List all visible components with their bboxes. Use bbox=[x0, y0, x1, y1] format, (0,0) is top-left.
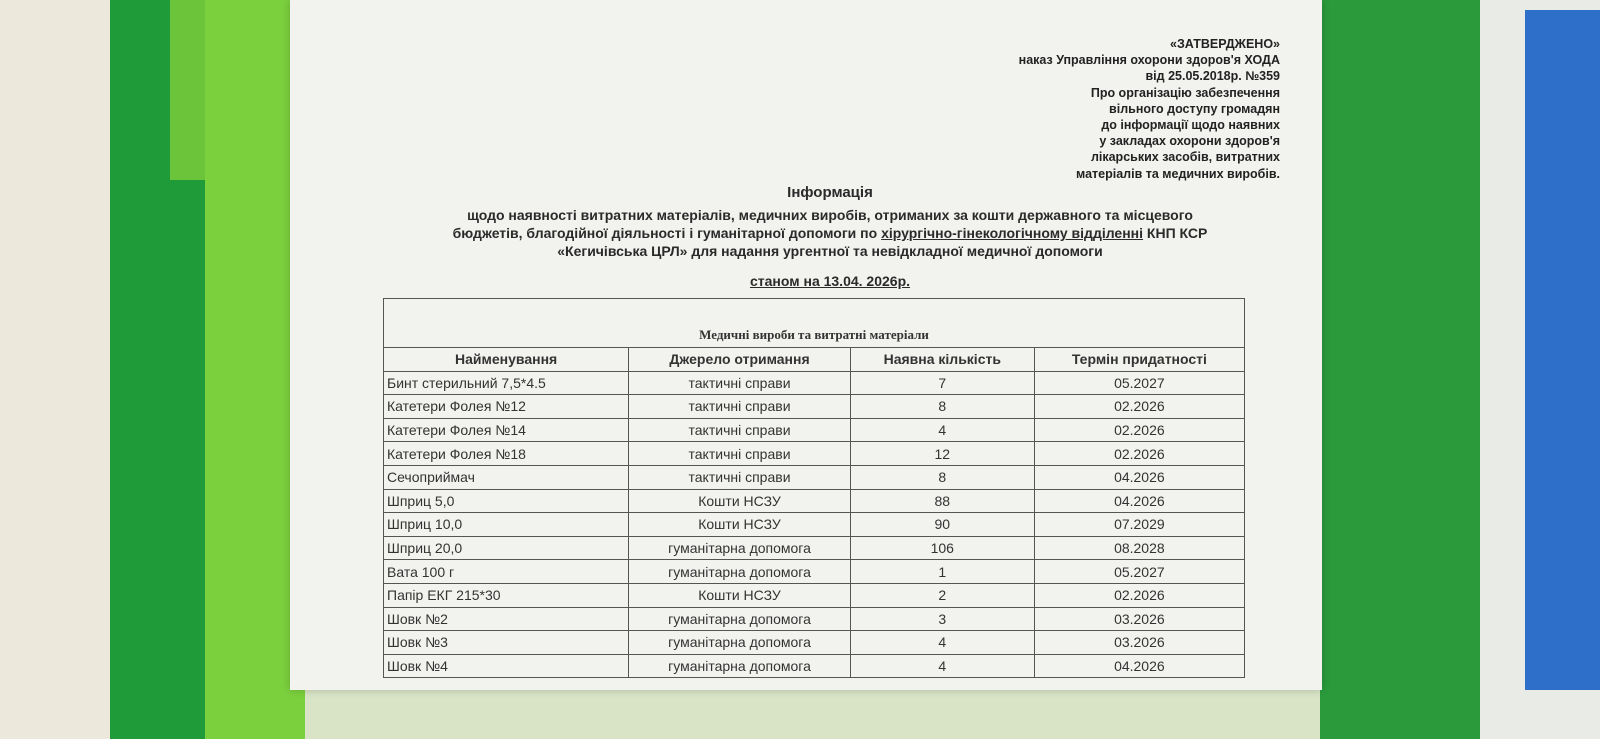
table-title: Медичні вироби та витратні матеріали bbox=[383, 298, 1245, 348]
table-row: Катетери Фолея №14 тактичні справи 4 02.202… bbox=[382, 417, 1246, 443]
table-cell: Вата 100 г bbox=[382, 559, 630, 584]
header-row: Найменування Джерело отримання Наявна кіль… bbox=[382, 347, 1246, 372]
table-cell: тактичні справи bbox=[628, 464, 851, 490]
table-cell: Сечоприймач bbox=[382, 464, 630, 490]
table-cell: 04.2026 bbox=[1033, 464, 1246, 490]
table-cell: 07.2029 bbox=[1033, 512, 1246, 537]
table-cell: Кошти НСЗУ bbox=[628, 582, 851, 608]
approval-line: лікарських засобів, витратних bbox=[1090, 150, 1280, 165]
column-header: Термін придатності bbox=[1033, 347, 1246, 372]
table-cell: 88 bbox=[849, 488, 1035, 514]
table-cell: Катетери Фолея №18 bbox=[382, 441, 630, 466]
subtitle-line: «Кегичівська ЦРЛ» для надання ургентної … bbox=[557, 243, 1103, 259]
table-cell: 4 bbox=[849, 630, 1035, 655]
subtitle-line: щодо наявності витратних матеріалів, мед… bbox=[467, 207, 1193, 223]
table-cell: 02.2026 bbox=[1033, 441, 1246, 466]
table-row: Бинт стерильний 7,5*4.5 тактичні справи 7 0… bbox=[382, 370, 1246, 396]
approval-line: матеріалів та медичних виробів. bbox=[1075, 166, 1280, 181]
blue-folder bbox=[1525, 10, 1600, 690]
table-cell: гуманітарна допомога bbox=[628, 559, 851, 584]
approval-line: «ЗАТВЕРДЖЕНО» bbox=[1170, 37, 1280, 51]
table-cell: Шприц 10,0 bbox=[382, 512, 630, 537]
table-cell: 106 bbox=[849, 535, 1035, 561]
table-row: Шовк №3 гуманітарна допомога 4 03.2026 bbox=[382, 630, 1246, 655]
column-header: Наявна кількість bbox=[849, 347, 1035, 372]
approval-line: вільного доступу громадян bbox=[1109, 101, 1280, 116]
table-cell: 8 bbox=[849, 394, 1035, 419]
table-cell: 1 bbox=[849, 559, 1035, 584]
table-cell: Шприц 20,0 bbox=[382, 535, 630, 561]
approval-line: до інформації щодо наявних bbox=[1101, 118, 1280, 133]
green-panel bbox=[205, 0, 305, 739]
wall bbox=[0, 0, 110, 739]
table-cell: Кошти НСЗУ bbox=[628, 488, 851, 514]
table-row: Шовк №2 гуманітарна допомога 3 03.2026 bbox=[382, 606, 1246, 632]
table-cell: гуманітарна допомога bbox=[628, 606, 851, 632]
text: КНП КСР bbox=[1146, 225, 1208, 241]
table-cell: Шовк №4 bbox=[382, 653, 630, 679]
doc-subtitle: щодо наявності витратних матеріалів, мед… bbox=[290, 206, 1370, 260]
table-cell: 05.2027 bbox=[1033, 559, 1246, 584]
column-header: Найменування bbox=[382, 347, 630, 372]
table-cell: тактичні справи bbox=[628, 441, 851, 466]
table-cell: 02.2026 bbox=[1033, 417, 1246, 443]
table-cell: тактичні справи bbox=[628, 370, 851, 396]
table-cell: 02.2026 bbox=[1033, 394, 1246, 419]
doc-title: Інформація bbox=[787, 184, 873, 201]
approval-line: наказ Управління охорони здоров'я ХОДА bbox=[1018, 53, 1280, 68]
table-row: Шприц 5,0 Кошти НСЗУ 88 04.2026 bbox=[382, 488, 1246, 514]
table-cell: 4 bbox=[849, 653, 1035, 679]
table-cell: Папір ЕКГ 215*30 bbox=[382, 582, 630, 608]
table-cell: 02.2026 bbox=[1033, 582, 1246, 608]
column-header: Джерело отримання bbox=[628, 347, 851, 372]
table-cell: гуманітарна допомога bbox=[628, 535, 851, 561]
table-cell: 90 bbox=[849, 512, 1035, 537]
table-cell: 04.2026 bbox=[1033, 653, 1246, 679]
table-cell: гуманітарна допомога bbox=[628, 630, 851, 655]
table-cell: 04.2026 bbox=[1033, 488, 1246, 514]
table-row: Папір ЕКГ 215*30 Кошти НСЗУ 2 02.2026 bbox=[382, 582, 1246, 608]
table-cell: 2 bbox=[849, 582, 1035, 608]
approval-line: у закладах охорони здоров'я bbox=[1099, 134, 1280, 149]
table-title-row: Медичні вироби та витратні матеріали bbox=[383, 298, 1245, 348]
approval-line: Про організацію забезпечення bbox=[1090, 85, 1280, 100]
table-cell: Шовк №3 bbox=[382, 630, 630, 655]
table-row: Шовк №4 гуманітарна допомога 4 04.2026 bbox=[382, 653, 1246, 679]
table-cell: Катетери Фолея №14 bbox=[382, 417, 630, 443]
table-cell: тактичні справи bbox=[628, 394, 851, 419]
table-row: Шприц 20,0 гуманітарна допомога 106 08.2028 bbox=[382, 535, 1246, 561]
approval-block: «ЗАТВЕРДЖЕНО» наказ Управління охорони зд… bbox=[1019, 36, 1280, 182]
table-cell: 8 bbox=[849, 464, 1035, 490]
table: Медичні вироби та витратні матеріали Найм… bbox=[382, 298, 1246, 679]
table-cell: 03.2026 bbox=[1033, 630, 1246, 655]
table-cell: 4 bbox=[849, 417, 1035, 443]
table-cell: Кошти НСЗУ bbox=[628, 512, 851, 537]
table-row: Вата 100 г гуманітарна допомога 1 05.2027 bbox=[382, 559, 1246, 584]
table-cell: гуманітарна допомога bbox=[628, 653, 851, 679]
table-cell: 03.2026 bbox=[1033, 606, 1246, 632]
table-cell: 05.2027 bbox=[1033, 370, 1246, 396]
table-row: Сечоприймач тактичні справи 8 04.2026 bbox=[382, 464, 1246, 490]
green-panel bbox=[1320, 0, 1480, 739]
table-row: Катетери Фолея №12 тактичні справи 8 02.202… bbox=[382, 394, 1246, 419]
text: хірургічно-гінекологічному відділенні bbox=[881, 225, 1144, 241]
table-cell: Шовк №2 bbox=[382, 606, 630, 632]
table-cell: 3 bbox=[849, 606, 1035, 632]
table-row: Катетери Фолея №18 тактичні справи 12 02.20… bbox=[382, 441, 1246, 466]
table-cell: 08.2028 bbox=[1033, 535, 1246, 561]
approval-line: від 25.05.2018р. №359 bbox=[1145, 69, 1281, 84]
table-cell: 7 bbox=[849, 370, 1035, 396]
table-cell: Катетери Фолея №12 bbox=[382, 394, 630, 419]
text: бюджетів, благодійної діяльності і гуман… bbox=[452, 225, 878, 241]
table-cell: Шприц 5,0 bbox=[382, 488, 630, 514]
table-cell: Бинт стерильний 7,5*4.5 bbox=[382, 370, 630, 396]
table-cell: тактичні справи bbox=[628, 417, 851, 443]
date: станом на 13.04. 2026р. bbox=[749, 273, 911, 289]
table-cell: 12 bbox=[849, 441, 1035, 466]
subtitle-line: бюджетів, благодійної діяльності і гуман… bbox=[290, 224, 1370, 242]
table-row: Шприц 10,0 Кошти НСЗУ 90 07.2029 bbox=[382, 512, 1246, 537]
